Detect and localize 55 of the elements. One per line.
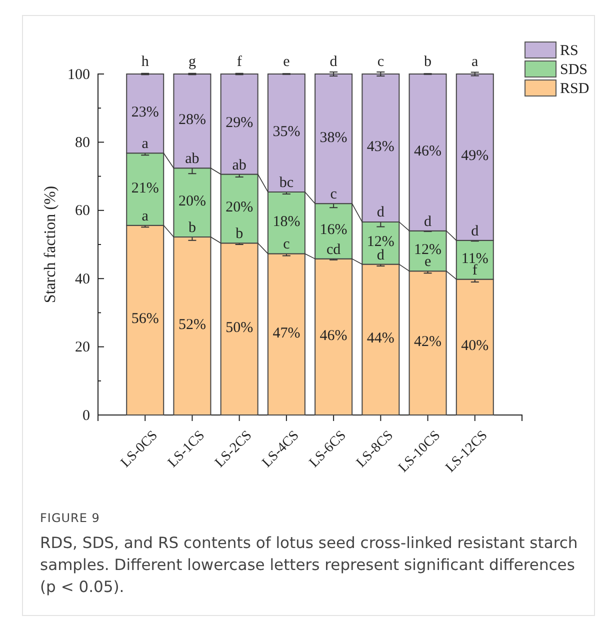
annotation: d — [376, 204, 385, 220]
y-tick-label: 80 — [75, 135, 90, 151]
annotation: ab — [185, 151, 200, 168]
data-label: 40% — [461, 338, 489, 354]
data-label: 35% — [272, 124, 300, 140]
annotation: e — [283, 54, 290, 70]
text: RDS, SDS, and RS contents of lotus seed cross-linked resistant starch samples. Different lowercase letters represent significant differences (p < 0.05). — [40, 534, 578, 596]
data-label: 20% — [178, 194, 206, 210]
annotation: a — [142, 136, 149, 152]
annotation: c — [283, 236, 290, 253]
y-tick-label: 40 — [75, 271, 90, 288]
annotation: a — [472, 54, 479, 70]
data-label: 56% — [131, 311, 159, 328]
data-label: 38% — [320, 130, 348, 146]
data-label: 49% — [461, 148, 489, 164]
legend-label: SDS — [560, 62, 588, 78]
data-label: 46% — [414, 143, 442, 160]
data-label: 23% — [131, 104, 159, 121]
annotation: c — [377, 54, 384, 70]
data-label: 29% — [226, 115, 254, 132]
text: RSD — [560, 81, 590, 97]
legend-label: RS — [560, 43, 578, 59]
y-tick-label: 20 — [75, 340, 90, 356]
data-label: 21% — [131, 180, 159, 196]
data-label: 44% — [366, 330, 394, 347]
annotation: b — [188, 220, 196, 236]
data-label: 43% — [366, 138, 394, 155]
data-label: 16% — [320, 222, 348, 238]
caption: FIGURE 9 — [40, 511, 100, 525]
annotation: b — [236, 226, 244, 242]
annotation: f — [236, 54, 242, 70]
data-label: 18% — [272, 214, 300, 230]
y-axis-title: Starch faction (%) — [42, 186, 59, 304]
annotation: h — [141, 54, 150, 70]
data-label: 42% — [414, 334, 442, 350]
annotation: b — [424, 54, 432, 70]
y-tick-label: 100 — [68, 66, 90, 83]
annotation: g — [188, 54, 196, 70]
y-tick-label: 60 — [75, 203, 90, 220]
annotation: a — [142, 208, 149, 224]
data-label: 28% — [178, 112, 206, 128]
annotation: f — [472, 262, 478, 278]
data-label: 52% — [178, 317, 206, 333]
annotation: ab — [232, 157, 246, 174]
annotation: d — [471, 223, 480, 240]
annotation: cd — [326, 242, 342, 258]
annotation: c — [330, 186, 338, 203]
data-label: 46% — [320, 328, 348, 344]
y-tick-label: 0 — [82, 408, 90, 424]
data-label: 47% — [272, 325, 300, 342]
annotation: d — [424, 214, 432, 230]
data-label: 50% — [226, 320, 254, 336]
data-label: 20% — [226, 200, 254, 216]
annotation: d — [330, 54, 338, 70]
annotation: bc — [279, 174, 294, 191]
